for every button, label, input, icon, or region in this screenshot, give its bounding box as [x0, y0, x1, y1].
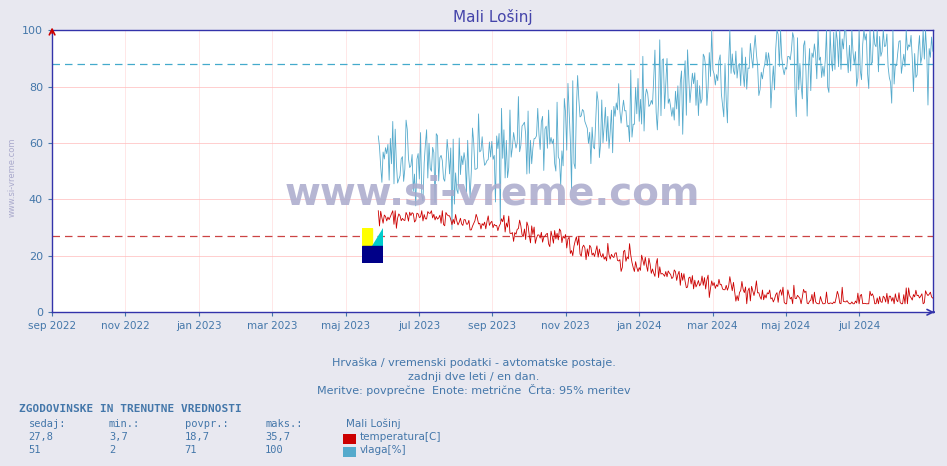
- Text: Hrvaška / vremenski podatki - avtomatske postaje.: Hrvaška / vremenski podatki - avtomatske…: [331, 357, 616, 368]
- Text: povpr.:: povpr.:: [185, 419, 228, 429]
- Text: 2: 2: [109, 445, 116, 455]
- Text: zadnji dve leti / en dan.: zadnji dve leti / en dan.: [408, 372, 539, 382]
- Text: 27,8: 27,8: [28, 432, 53, 442]
- Text: Mali Lošinj: Mali Lošinj: [346, 419, 401, 429]
- Text: temperatura[C]: temperatura[C]: [360, 432, 441, 442]
- Text: 71: 71: [185, 445, 197, 455]
- Text: vlaga[%]: vlaga[%]: [360, 445, 406, 455]
- Polygon shape: [372, 228, 383, 246]
- Text: 35,7: 35,7: [265, 432, 290, 442]
- Text: www.si-vreme.com: www.si-vreme.com: [285, 175, 700, 213]
- Text: Meritve: povprečne  Enote: metrične  Črta: 95% meritev: Meritve: povprečne Enote: metrične Črta:…: [316, 384, 631, 396]
- Text: sedaj:: sedaj:: [28, 419, 66, 429]
- Text: www.si-vreme.com: www.si-vreme.com: [8, 137, 17, 217]
- Text: min.:: min.:: [109, 419, 140, 429]
- Text: 100: 100: [265, 445, 284, 455]
- Bar: [362, 228, 372, 246]
- Text: 51: 51: [28, 445, 41, 455]
- Text: 3,7: 3,7: [109, 432, 128, 442]
- Text: maks.:: maks.:: [265, 419, 303, 429]
- Title: Mali Lošinj: Mali Lošinj: [453, 9, 532, 25]
- Polygon shape: [362, 246, 383, 263]
- Text: 18,7: 18,7: [185, 432, 209, 442]
- Text: ZGODOVINSKE IN TRENUTNE VREDNOSTI: ZGODOVINSKE IN TRENUTNE VREDNOSTI: [19, 404, 241, 414]
